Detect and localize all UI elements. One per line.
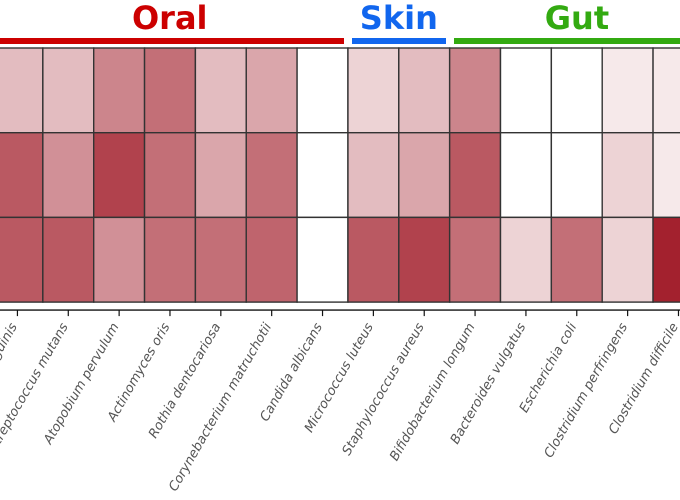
heatmap-cell-r0-c2 (92, 47, 146, 134)
group-label-oral: Oral (131, 0, 208, 37)
group-bar-gut (453, 38, 680, 44)
group-bar-oral (0, 38, 344, 44)
heatmap-cell-r1-c7 (347, 131, 400, 219)
heatmap-cell-r1-c10 (499, 131, 553, 219)
heatmap-cell-r0-c5 (245, 47, 298, 134)
heatmap-cell-r2-c12 (601, 216, 654, 303)
heatmap-cell-r2-c8 (398, 216, 451, 303)
heatmap-cell-r1-c9 (448, 131, 502, 219)
heatmap-cell-r2-c9 (448, 216, 502, 303)
heatmap-cell-r2-c2 (92, 216, 146, 303)
x-tick-label-9: Bifidobacterium longum (387, 321, 478, 464)
heatmap-cell-r2-c6 (296, 216, 349, 303)
heatmap-cell-r0-c0 (0, 47, 44, 134)
heatmap-cell-r0-c13 (652, 47, 680, 134)
heatmap-cell-r0-c12 (601, 47, 654, 134)
heatmap-cell-r1-c0 (0, 131, 44, 219)
heatmap-cell-r2-c5 (245, 216, 298, 303)
heatmap-cell-r0-c10 (499, 47, 553, 134)
x-tick-label-5: Corynebacterium matruchotii (166, 320, 275, 494)
heatmap-cell-r1-c5 (245, 131, 298, 219)
heatmap-cell-r0-c8 (398, 47, 451, 134)
heatmap-cell-r1-c4 (194, 131, 247, 219)
heatmap-cell-r1-c12 (601, 131, 654, 219)
heatmap-cell-r1-c1 (42, 131, 95, 219)
heatmap-cell-r0-c1 (42, 47, 95, 134)
group-bar-skin (351, 38, 446, 44)
heatmap-cell-r2-c3 (143, 216, 197, 303)
heatmap-cell-r1-c2 (92, 131, 146, 219)
heatmap-cell-r1-c3 (143, 131, 197, 219)
heatmap-cell-r0-c3 (143, 47, 197, 134)
heatmap-cell-r1-c11 (550, 131, 603, 219)
heatmap-cell-r2-c13 (652, 216, 680, 303)
heatmap-cell-r0-c4 (194, 47, 247, 134)
group-label-gut: Gut (544, 0, 610, 37)
heatmap-cell-r0-c9 (448, 47, 502, 134)
heatmap-cell-r2-c7 (347, 216, 400, 303)
heatmap-cell-r2-c11 (550, 216, 603, 303)
heatmap-cell-r0-c6 (296, 47, 349, 134)
heatmap-cell-r2-c1 (42, 216, 95, 303)
heatmap-cell-r2-c0 (0, 216, 44, 303)
heatmap-cell-r0-c7 (347, 47, 400, 134)
heatmap-cell-r1-c6 (296, 131, 349, 219)
heatmap-cell-r2-c10 (499, 216, 553, 303)
heatmap-cell-r0-c11 (550, 47, 603, 134)
group-label-skin: Skin (359, 0, 438, 37)
heatmap-cell-r1-c8 (398, 131, 451, 219)
heatmap-cell-r2-c4 (194, 216, 247, 303)
heatmap-cell-r1-c13 (652, 131, 680, 219)
